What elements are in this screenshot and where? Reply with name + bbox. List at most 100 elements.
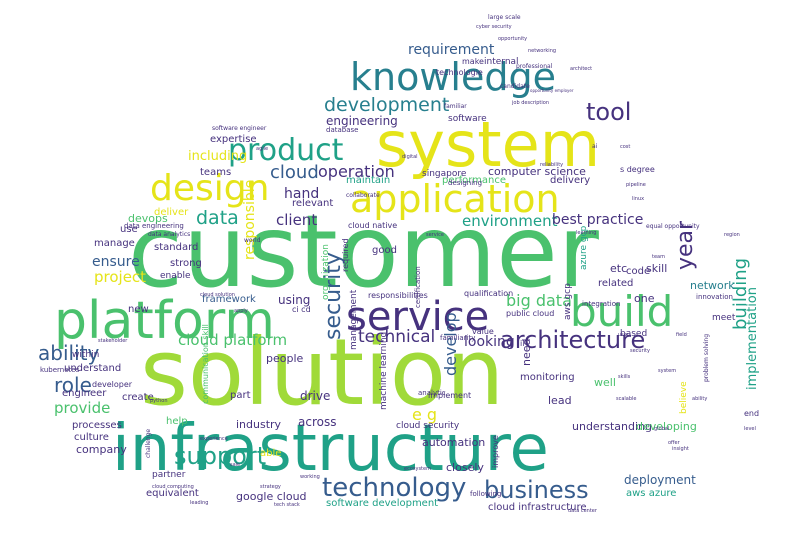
word-networking: networking <box>528 48 556 54</box>
word-maintain: maintain <box>346 175 390 186</box>
word-network: network <box>690 279 735 292</box>
word-meet: meet <box>712 313 736 323</box>
word-integration: integration <box>582 300 620 308</box>
word-learning: learning <box>576 230 596 236</box>
word-architect: architect <box>570 66 592 72</box>
word-development: development <box>324 94 449 116</box>
word-client: client <box>276 211 317 229</box>
word-e-g: e g <box>412 405 437 424</box>
word-skills: skills <box>618 374 631 380</box>
word-skill: skill <box>646 262 667 275</box>
word-security: security <box>321 252 346 340</box>
word-company: company <box>76 443 127 456</box>
word-delivery: delivery <box>550 175 590 186</box>
word-kubernetes: kubernetes <box>40 366 80 374</box>
word-new: new <box>128 304 149 315</box>
word-application: application <box>350 177 560 221</box>
word-big-data: big data <box>506 291 572 310</box>
word-automation: automation <box>422 436 485 449</box>
word-engineer: engineer <box>62 388 107 399</box>
word-developing: developing <box>636 420 697 433</box>
word-year: year <box>673 220 698 270</box>
word-cloud-platform: cloud platform <box>178 331 287 349</box>
word-equivalent: equivalent <box>146 488 199 499</box>
word-cloud-computing: cloud computing <box>152 484 194 490</box>
word-aws-azure: aws azure <box>626 488 676 499</box>
word-familiar: familiar <box>444 103 467 110</box>
word-architecture: architecture <box>500 326 645 354</box>
word-database: database <box>326 126 358 134</box>
word-data-engineering: data engineering <box>124 222 184 230</box>
word-looking: looking <box>464 334 515 350</box>
word-ability: ability <box>38 341 99 365</box>
word-designing: designing <box>448 179 482 187</box>
word-deliver: deliver <box>154 207 189 218</box>
word-equal-opportunity: equal opportunity <box>646 223 700 230</box>
word-data-analytics: data analytics <box>148 231 190 238</box>
word-hand: hand <box>284 186 319 202</box>
word-including: including <box>188 149 247 164</box>
word-system: system <box>376 108 600 181</box>
word-software-development: software development <box>326 498 438 509</box>
word-candidate: candidate <box>500 83 530 90</box>
word-deployment: deployment <box>624 473 696 487</box>
word-machine-learning: machine learning <box>379 332 389 410</box>
word-management: management <box>349 289 359 350</box>
word-part: part <box>230 390 251 401</box>
word-create: create <box>122 392 154 403</box>
word-cloud-solution: cloud solution <box>200 292 235 298</box>
word-implementation: implementation <box>745 287 760 390</box>
word-organization: organization <box>321 244 331 300</box>
word-partner: partner <box>152 470 186 480</box>
word-technology: technology <box>322 473 466 503</box>
word-infrastructure: infrastructure <box>112 412 549 486</box>
word-leading: leading <box>190 500 208 506</box>
word-processes: processes <box>72 420 122 431</box>
word-azure-gcp: azure gcp <box>579 225 589 270</box>
word-python: python <box>150 398 168 404</box>
word-help: help <box>166 416 188 427</box>
word-strong: strong <box>170 258 202 269</box>
word-digital: digital <box>402 154 418 160</box>
word-responsible: responsible <box>242 180 258 260</box>
word-cyber-security: cyber security <box>476 24 512 30</box>
word-platform: platform <box>54 291 275 351</box>
word-internal: internal <box>484 57 519 67</box>
word-ensure: ensure <box>92 254 140 270</box>
word-region: region <box>724 232 740 238</box>
word-tech-stack: tech stack <box>274 502 300 508</box>
word-role: role <box>54 373 92 397</box>
word-service-small: service <box>426 232 444 238</box>
word-teams: teams <box>200 167 231 178</box>
word-code: code <box>626 266 650 277</box>
word-drive: drive <box>300 389 330 403</box>
word-software: software <box>448 114 487 124</box>
word-technical: technical <box>358 327 435 347</box>
word-engineering: engineering <box>326 114 398 128</box>
word-solution: solution <box>140 319 504 426</box>
word-knowledge: knowledge <box>350 55 556 99</box>
word-il: il <box>520 339 524 348</box>
word-people: people <box>266 352 304 365</box>
word-following: following <box>470 490 501 498</box>
word-tool: tool <box>586 98 631 126</box>
word-value: value <box>472 327 494 336</box>
word-challenge: challenge <box>145 429 152 458</box>
word-use: use <box>120 224 138 235</box>
word-insight: insight <box>672 446 689 452</box>
word-understanding: understanding <box>572 420 652 433</box>
word-global: global <box>654 426 669 432</box>
word-agile: agile <box>256 146 268 152</box>
word-cloud: cloud <box>270 162 319 183</box>
word-professional: professional <box>516 63 553 70</box>
word-field: field <box>676 332 687 338</box>
word-cloud-infrastructure: cloud infrastructure <box>488 502 587 513</box>
word-end: end <box>744 409 759 418</box>
word-service: service <box>346 294 489 340</box>
word-manage: manage <box>94 238 135 249</box>
word-reliability: reliability <box>540 162 563 168</box>
word-operation: operation <box>318 162 395 181</box>
word-within: within <box>72 350 99 360</box>
word-requirement: requirement <box>408 42 495 58</box>
word-enable: enable <box>160 271 191 281</box>
